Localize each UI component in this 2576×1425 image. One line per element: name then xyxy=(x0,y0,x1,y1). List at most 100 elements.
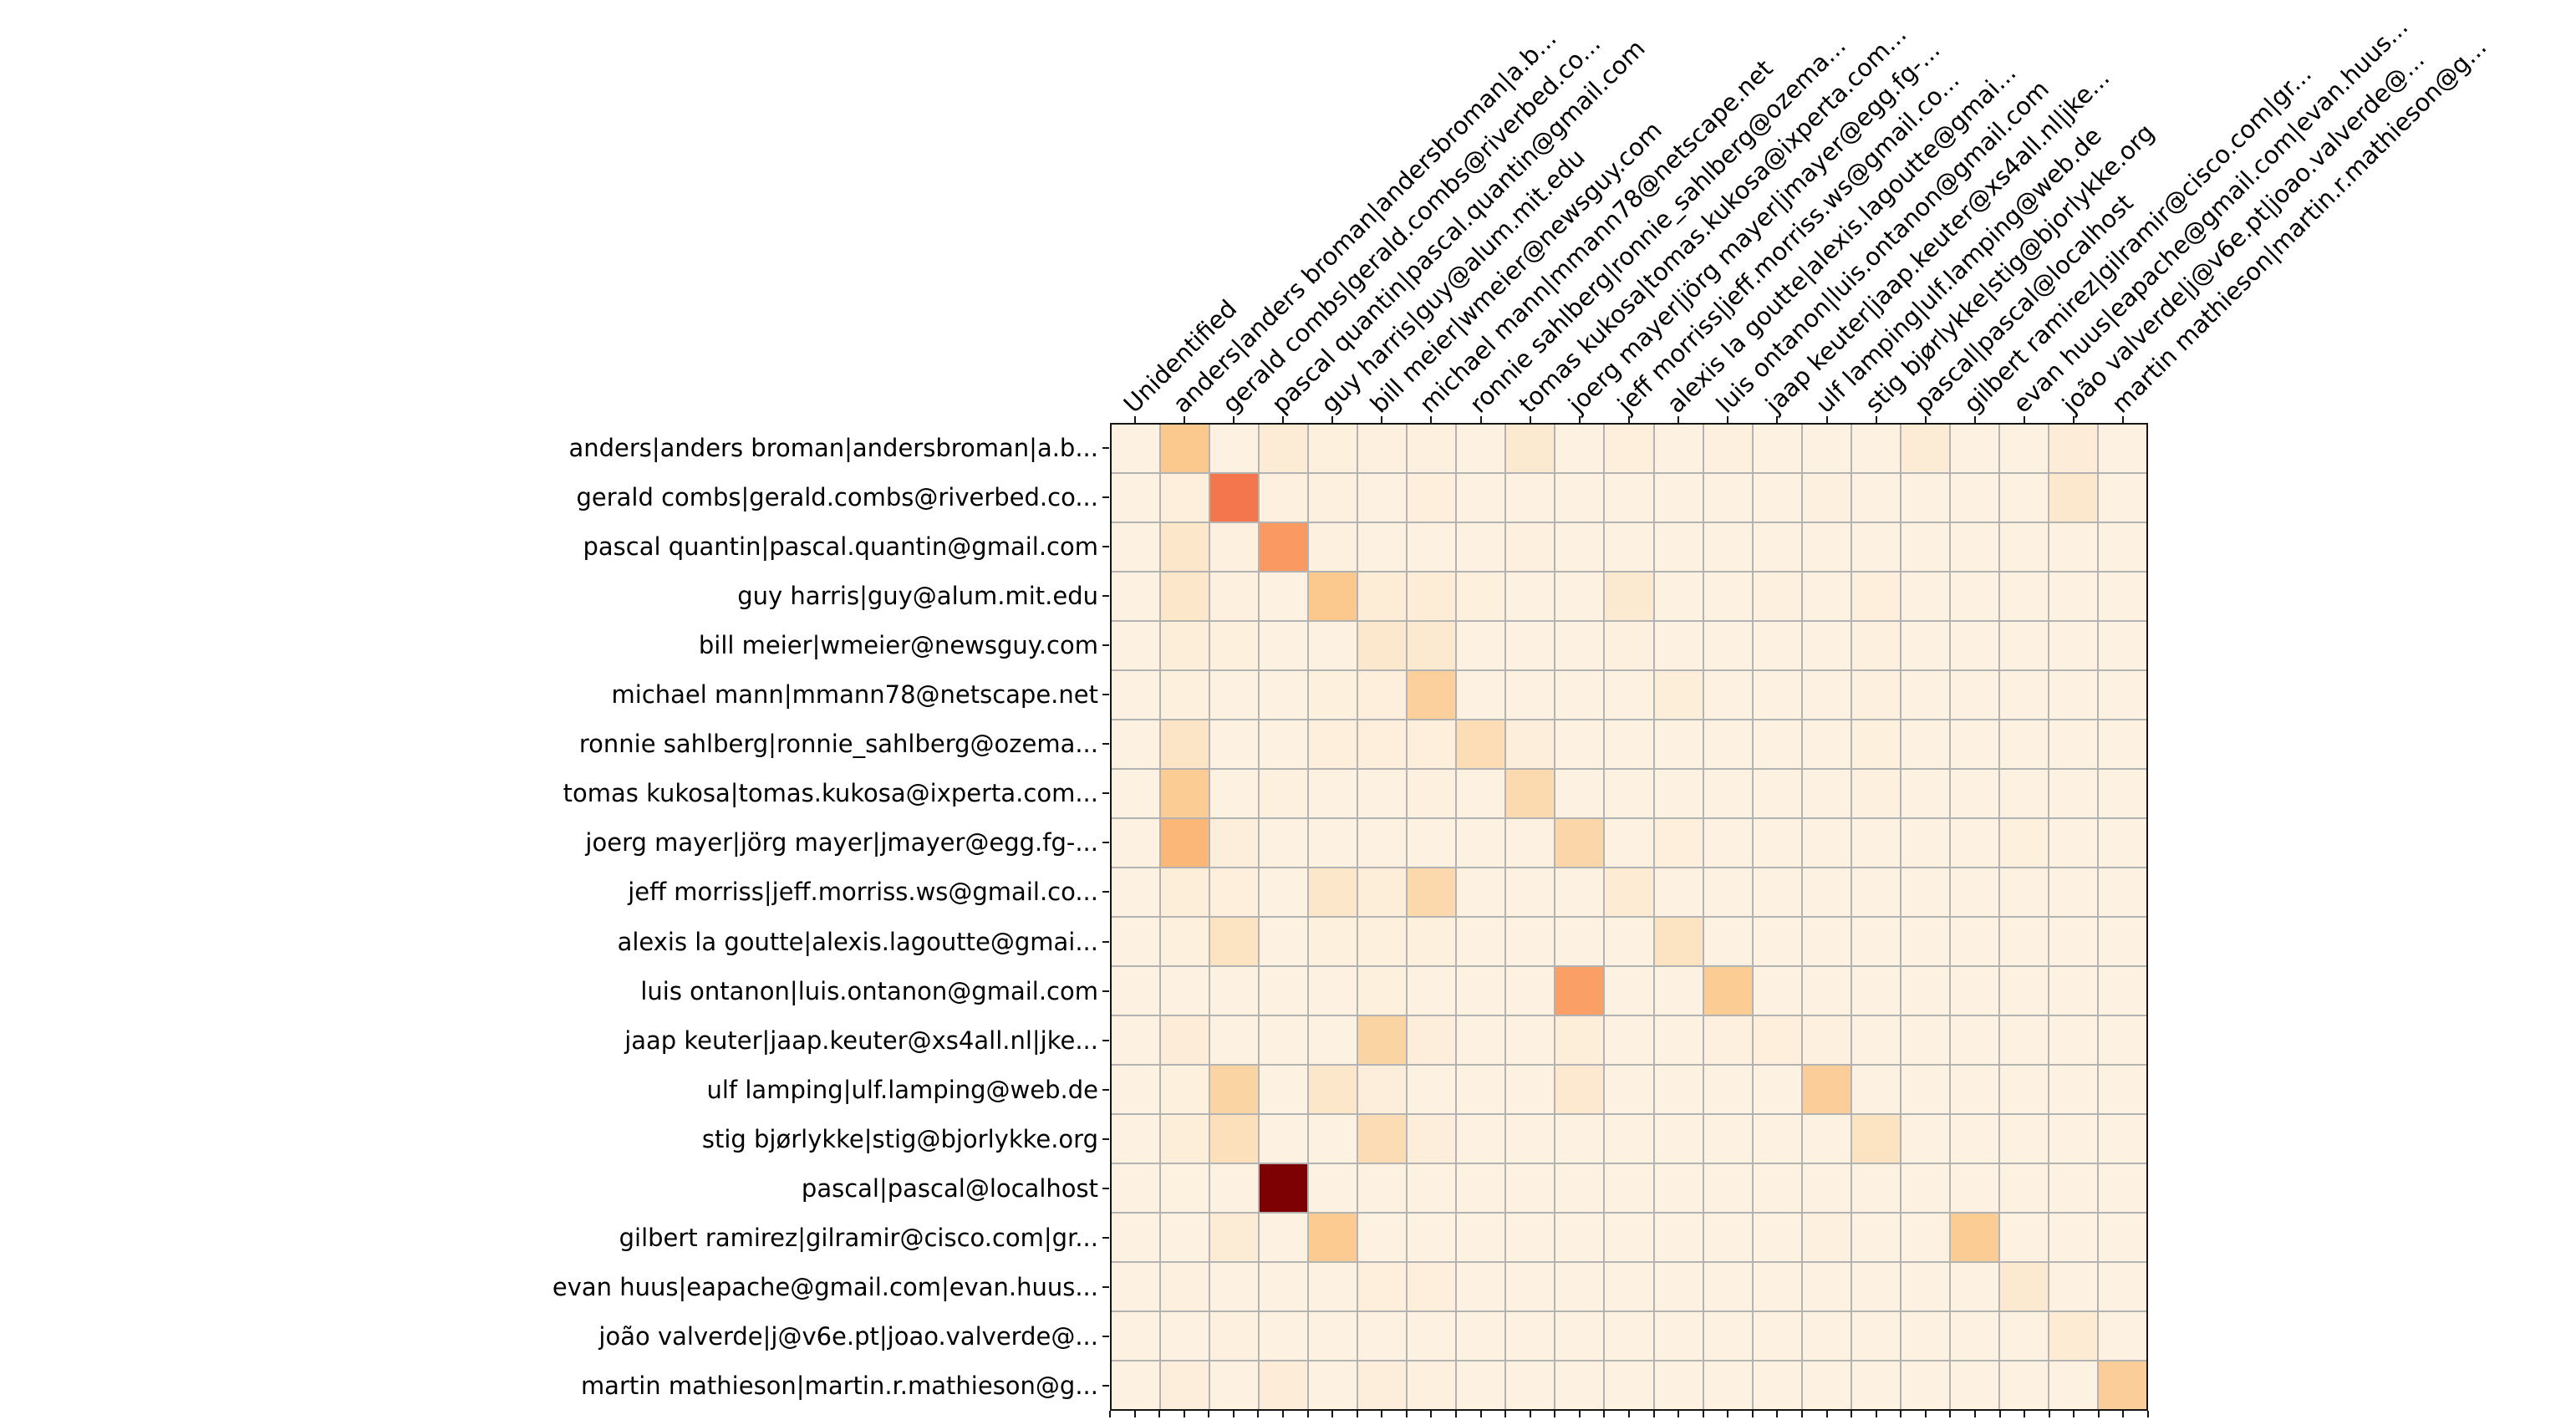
heatmap-cell xyxy=(1753,1115,1801,1163)
heatmap-cell xyxy=(1802,622,1851,669)
heatmap-cell xyxy=(1408,573,1456,620)
tick-mark xyxy=(1102,842,1109,843)
tick-mark xyxy=(1826,416,1828,423)
heatmap-cell xyxy=(1260,918,1308,965)
heatmap-cell xyxy=(1901,1214,1949,1261)
tick-mark xyxy=(1430,1411,1432,1417)
heatmap-cell xyxy=(1851,1066,1900,1113)
heatmap-cell xyxy=(1358,1312,1407,1360)
heatmap-cell xyxy=(1901,967,1949,1015)
heatmap-cell xyxy=(1408,918,1456,965)
tick-mark xyxy=(1307,1411,1309,1417)
heatmap-cell xyxy=(1112,622,1160,669)
heatmap-cell xyxy=(1999,622,2048,669)
heatmap-cell xyxy=(1506,622,1555,669)
heatmap-cell xyxy=(1851,573,1900,620)
heatmap-cell xyxy=(1605,720,1653,768)
heatmap-cell xyxy=(1999,770,2048,817)
heatmap-cell xyxy=(2049,770,2097,817)
heatmap-cell xyxy=(1703,671,1752,719)
heatmap-cell xyxy=(1358,918,1407,965)
tick-mark xyxy=(1102,694,1109,695)
heatmap-cell xyxy=(2098,770,2146,817)
heatmap-cell xyxy=(1210,770,1259,817)
tick-mark xyxy=(2122,416,2124,423)
heatmap-cell xyxy=(1950,1361,1998,1409)
heatmap-cell xyxy=(1457,1214,1505,1261)
heatmap-cell xyxy=(1605,918,1653,965)
heatmap-cell xyxy=(1753,1263,1801,1310)
heatmap-cell xyxy=(1260,1164,1308,1212)
heatmap-cell xyxy=(1703,1361,1752,1409)
heatmap-cell xyxy=(1851,1016,1900,1064)
heatmap-cell xyxy=(1457,671,1505,719)
tick-mark xyxy=(1381,416,1382,423)
tick-mark xyxy=(1752,1411,1754,1417)
heatmap-cell xyxy=(1555,1164,1604,1212)
heatmap-cell xyxy=(1999,720,2048,768)
heatmap-cell xyxy=(1950,819,1998,867)
heatmap-cell xyxy=(1555,1066,1604,1113)
tick-mark xyxy=(1257,1411,1259,1417)
heatmap-cell xyxy=(1950,573,1998,620)
heatmap-cell xyxy=(1802,967,1851,1015)
heatmap-cell xyxy=(1112,523,1160,571)
heatmap-cell xyxy=(2098,474,2146,522)
heatmap-cell xyxy=(1901,918,1949,965)
heatmap-cell xyxy=(1851,425,1900,472)
heatmap-cell xyxy=(1999,1115,2048,1163)
heatmap-cell xyxy=(1950,622,1998,669)
heatmap-cell xyxy=(1309,671,1357,719)
heatmap-cell xyxy=(1161,573,1209,620)
heatmap-cell xyxy=(1210,720,1259,768)
heatmap-cell xyxy=(1999,967,2048,1015)
heatmap-cell xyxy=(1605,622,1653,669)
heatmap-cell xyxy=(1408,720,1456,768)
heatmap-cell xyxy=(1112,1164,1160,1212)
heatmap-cell xyxy=(1210,1164,1259,1212)
heatmap-cell xyxy=(1605,1115,1653,1163)
heatmap-cell xyxy=(1309,720,1357,768)
tick-mark xyxy=(1184,416,1185,423)
tick-mark xyxy=(1102,941,1109,943)
heatmap-cell xyxy=(1999,819,2048,867)
heatmap-cell xyxy=(2049,573,2097,620)
tick-mark xyxy=(1579,416,1581,423)
row-label: gilbert ramirez|gilramir@cisco.com|gr... xyxy=(619,1224,1098,1252)
heatmap-cell xyxy=(1753,1214,1801,1261)
tick-mark xyxy=(1603,1411,1605,1417)
heatmap-cell xyxy=(1112,1312,1160,1360)
heatmap-cell xyxy=(1457,622,1505,669)
heatmap-cell xyxy=(1901,1263,1949,1310)
heatmap-cell xyxy=(1950,1263,1998,1310)
heatmap-cell xyxy=(2049,819,2097,867)
heatmap-cell xyxy=(1999,671,2048,719)
heatmap-cell xyxy=(1703,1214,1752,1261)
heatmap-cell xyxy=(1950,918,1998,965)
tick-mark xyxy=(1455,1411,1457,1417)
heatmap-cell xyxy=(1555,622,1604,669)
heatmap-cell xyxy=(1358,474,1407,522)
heatmap-cell xyxy=(1999,1263,2048,1310)
tick-mark xyxy=(1727,416,1728,423)
heatmap-cell xyxy=(1161,671,1209,719)
heatmap-cell xyxy=(1555,1312,1604,1360)
heatmap-cell xyxy=(1309,474,1357,522)
heatmap-cell xyxy=(1753,671,1801,719)
heatmap-cell xyxy=(1901,819,1949,867)
heatmap-cell xyxy=(1506,1361,1555,1409)
heatmap-cell xyxy=(1457,573,1505,620)
heatmap-cell xyxy=(1703,425,1752,472)
heatmap-cell xyxy=(1703,1115,1752,1163)
heatmap-cell xyxy=(1851,1115,1900,1163)
heatmap-cell xyxy=(1506,1312,1555,1360)
heatmap-cell xyxy=(2098,918,2146,965)
heatmap-cell xyxy=(1358,770,1407,817)
row-label: stig bjørlykke|stig@bjorlykke.org xyxy=(701,1125,1098,1153)
heatmap-cell xyxy=(1408,819,1456,867)
heatmap-cell xyxy=(1999,918,2048,965)
heatmap-cell xyxy=(1901,720,1949,768)
heatmap-cell xyxy=(1999,1066,2048,1113)
heatmap-cell xyxy=(1999,474,2048,522)
heatmap-cell xyxy=(1753,425,1801,472)
